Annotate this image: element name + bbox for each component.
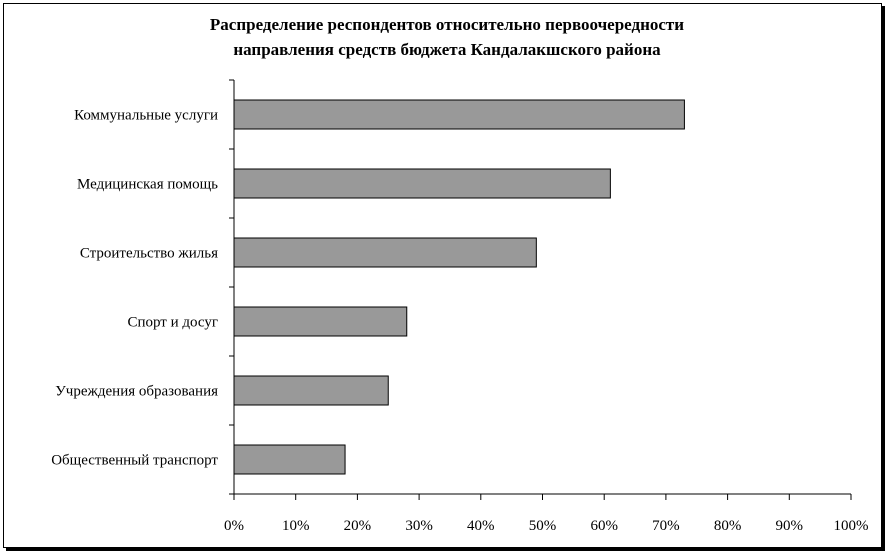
plot-area: Коммунальные услуги Медицинская помощь Стр… — [51, 79, 869, 534]
bar-5 — [233, 444, 346, 475]
x-tick-label-1: 10% — [282, 518, 310, 534]
x-tick-label-2: 20% — [344, 518, 372, 534]
x-tick-label-5: 50% — [529, 518, 557, 534]
category-label-4: Учреждения образования — [55, 384, 218, 400]
chart-title-line-1: Распределение респондентов относительно … — [210, 15, 684, 34]
x-tick-label-4: 40% — [467, 518, 495, 534]
category-label-0: Коммунальные услуги — [74, 108, 218, 124]
category-label-3: Спорт и досуг — [127, 315, 218, 331]
x-tick-label-3: 30% — [405, 518, 433, 534]
chart-frame — [3, 3, 882, 548]
bar-2 — [233, 237, 537, 268]
x-tick-label-9: 90% — [776, 518, 804, 534]
bar-0 — [233, 99, 685, 130]
x-tick-label-8: 80% — [714, 518, 742, 534]
bar-3 — [233, 306, 408, 337]
x-tick-label-0: 0% — [224, 518, 244, 534]
category-label-2: Строительство жилья — [80, 246, 218, 262]
bar-1 — [233, 168, 611, 199]
x-tick-label-7: 70% — [652, 518, 680, 534]
bar-4 — [233, 375, 389, 406]
chart-title-line-2: направления средств бюджета Кандалакшско… — [233, 40, 661, 59]
x-tick-label-6: 60% — [590, 518, 618, 534]
x-tick-label-10: 100% — [834, 518, 869, 534]
category-label-1: Медицинская помощь — [77, 177, 218, 193]
category-label-5: Общественный транспорт — [51, 453, 218, 469]
